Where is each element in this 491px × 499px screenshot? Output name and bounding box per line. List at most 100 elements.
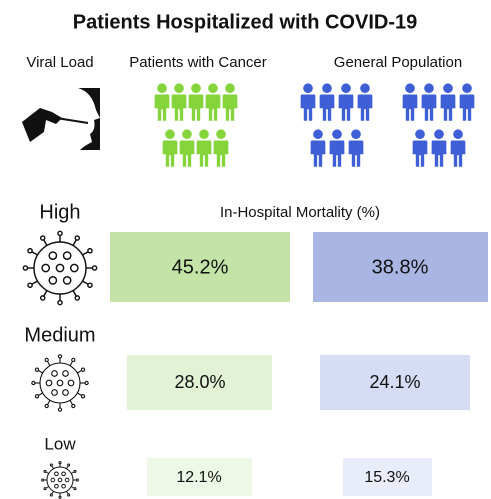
virus-spike-tip: [91, 265, 98, 271]
general-value: 38.8%: [372, 256, 429, 278]
virus-spike: [69, 361, 73, 366]
virus-dot: [61, 471, 66, 477]
virus-spike-tip: [73, 469, 77, 473]
virus-spike: [69, 400, 73, 405]
virus-dot: [48, 276, 58, 285]
swab-icon: [22, 88, 100, 150]
virus-dot: [67, 379, 75, 387]
person-icon: [222, 83, 238, 121]
virus-spike: [38, 370, 43, 374]
subtitle: In-Hospital Mortality (%): [220, 204, 380, 221]
cancer-box: [110, 232, 290, 302]
virus-spike: [45, 471, 49, 474]
virus-dot: [62, 370, 69, 377]
person-icon: [154, 83, 170, 121]
virus-spike-tip: [74, 295, 81, 301]
person-icon: [162, 129, 178, 167]
virus-spike-tip: [67, 493, 71, 497]
virus-spike: [51, 465, 54, 469]
virus-spike-tip: [27, 282, 33, 289]
virus-spike-tip: [34, 394, 40, 399]
virus-dot: [62, 389, 69, 396]
virus-spike-tip: [84, 380, 89, 386]
cancer-value: 45.2%: [172, 256, 229, 278]
virus-spike-tip: [22, 265, 29, 271]
virus-spike-tip: [43, 469, 47, 473]
cancer-value: 12.1%: [176, 469, 221, 486]
row-label: Low: [44, 434, 76, 453]
virus-spike-tip: [58, 461, 62, 465]
virus-spike: [77, 392, 82, 396]
virus-spike-tip: [71, 403, 76, 409]
person-icon: [205, 83, 221, 121]
virus-spike-tip: [31, 380, 36, 386]
virus-dot: [61, 483, 66, 489]
person-icon: [431, 129, 447, 167]
virus-icon: [22, 230, 98, 306]
virus-dot: [55, 263, 65, 273]
virus-dot: [64, 477, 70, 483]
virus-spike: [31, 251, 38, 256]
virus-dot: [57, 477, 63, 483]
virus-dot: [62, 251, 72, 260]
person-icon: [310, 129, 326, 167]
title: Patients Hospitalized with COVID-19: [73, 11, 418, 33]
virus-spike-tip: [87, 247, 93, 254]
column-header: Viral Load: [26, 54, 93, 71]
virus-spike: [43, 290, 48, 297]
person-icon: [338, 83, 354, 121]
virus-dot: [54, 471, 59, 477]
cancer-box: [147, 458, 252, 496]
virus-dot: [51, 370, 58, 377]
person-icon: [329, 129, 345, 167]
virus-spike-tip: [49, 463, 53, 467]
virus-dot: [69, 263, 79, 273]
virus-spike-tip: [57, 407, 63, 412]
virus-spike-tip: [43, 487, 47, 491]
row-label: Medium: [24, 324, 95, 346]
virus-dot: [50, 477, 56, 483]
virus-spike-tip: [57, 354, 63, 359]
row-label: High: [39, 201, 80, 223]
virus-spike: [66, 491, 69, 495]
virus-spike: [45, 486, 49, 489]
virus-dot: [56, 379, 64, 387]
person-icon: [421, 83, 437, 121]
general-value: 24.1%: [369, 372, 420, 392]
virus-spike-tip: [80, 367, 86, 372]
virus-dot: [45, 379, 53, 387]
column-header: General Population: [334, 54, 462, 71]
virus-spike-tip: [75, 478, 79, 482]
virus-spike: [31, 280, 38, 285]
virus-dot: [41, 263, 51, 273]
virus-spike: [71, 471, 75, 474]
person-icon: [319, 83, 335, 121]
virus-dot: [54, 483, 59, 489]
virus-dot: [48, 251, 58, 260]
person-icon: [412, 129, 428, 167]
virus-spike: [66, 465, 69, 469]
virus-spike: [82, 280, 89, 285]
person-icon: [213, 129, 229, 167]
virus-spike: [82, 251, 89, 256]
virus-spike-tip: [39, 295, 46, 301]
virus-spike-tip: [27, 247, 33, 254]
person-icon: [171, 83, 187, 121]
virus-icon: [31, 354, 89, 412]
virus-spike-tip: [74, 235, 81, 241]
virus-spike-tip: [67, 463, 71, 467]
virus-spike-tip: [71, 357, 76, 363]
virus-spike-tip: [58, 495, 62, 499]
virus-spike: [47, 361, 51, 366]
virus-spike-tip: [49, 493, 53, 497]
virus-spike-tip: [57, 230, 63, 237]
general-box: [343, 458, 432, 496]
general-box: [320, 355, 470, 410]
person-icon: [440, 83, 456, 121]
person-icon: [348, 129, 364, 167]
person-icon: [357, 83, 373, 121]
virus-spike: [72, 239, 77, 246]
virus-spike: [77, 370, 82, 374]
virus-spike-tip: [44, 357, 49, 363]
